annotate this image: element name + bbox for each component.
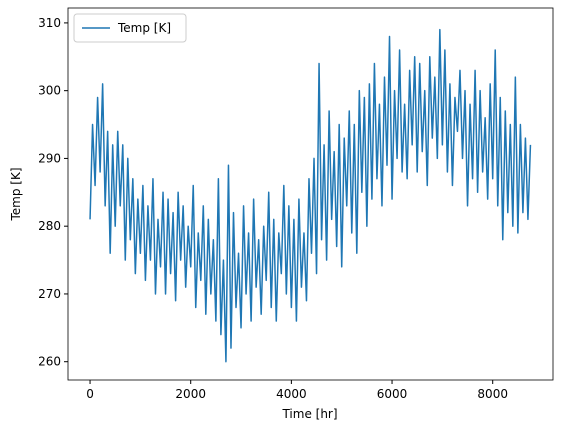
legend-label: Temp [K] <box>117 21 171 35</box>
y-tick-label: 260 <box>38 355 61 369</box>
x-tick-label: 4000 <box>276 387 307 401</box>
x-tick-label: 6000 <box>377 387 408 401</box>
line-series <box>89 28 532 363</box>
x-axis-label: Time [hr] <box>281 407 337 421</box>
x-tick-label: 8000 <box>477 387 508 401</box>
legend-box <box>73 13 187 43</box>
y-tick-label: 300 <box>38 84 61 98</box>
y-axis-label: Temp [K] <box>9 167 23 221</box>
y-tick-label: 310 <box>38 16 61 30</box>
y-tick-label: 290 <box>38 151 61 165</box>
x-tick-label: 2000 <box>175 387 206 401</box>
x-tick-label: 0 <box>86 387 94 401</box>
y-tick-label: 280 <box>38 219 61 233</box>
y-tick-label: 270 <box>38 287 61 301</box>
axes-frame <box>67 7 554 381</box>
